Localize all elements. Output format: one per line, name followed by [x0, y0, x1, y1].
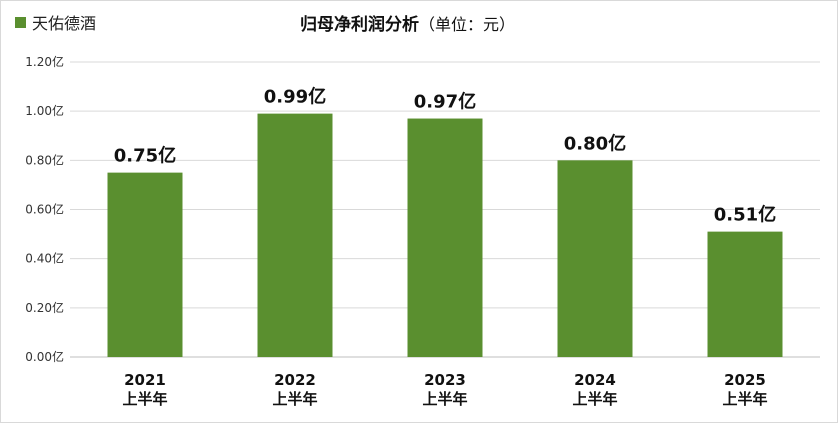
- x-tick-period-2025: 上半年: [722, 390, 767, 408]
- data-label-2021: 0.75亿: [114, 145, 176, 167]
- x-tick-period-2023: 上半年: [422, 390, 467, 408]
- data-label-2022: 0.99亿: [264, 86, 326, 108]
- x-tick-year-2021: 2021: [124, 371, 166, 389]
- y-tick-label: 0.80亿: [25, 152, 64, 167]
- x-tick-year-2022: 2022: [274, 371, 316, 389]
- bar-2021: [107, 172, 183, 357]
- x-tick-period-2021: 上半年: [122, 390, 167, 408]
- bar-2022: [257, 113, 333, 357]
- x-tick-period-2022: 上半年: [272, 390, 317, 408]
- bar-2023: [407, 118, 483, 358]
- chart-title-main: 归母净利润分析: [300, 15, 419, 35]
- bar-2024: [557, 160, 633, 357]
- y-tick-label: 0.60亿: [25, 202, 64, 217]
- legend: 天佑德酒: [15, 10, 96, 34]
- y-tick-label: 1.20亿: [25, 54, 64, 69]
- chart-title-unit: （单位：元）: [419, 15, 516, 34]
- data-label-2024: 0.80亿: [564, 132, 626, 154]
- x-tick-period-2024: 上半年: [572, 390, 617, 408]
- y-tick-label: 0.40亿: [25, 251, 64, 266]
- x-tick-year-2024: 2024: [574, 371, 616, 389]
- y-tick-label: 1.00亿: [25, 103, 64, 118]
- legend-label: 天佑德酒: [32, 14, 97, 33]
- x-tick-year-2023: 2023: [424, 371, 466, 389]
- y-tick-label: 0.20亿: [25, 300, 64, 315]
- legend-swatch: [15, 16, 26, 28]
- data-label-2025: 0.51亿: [714, 204, 776, 226]
- y-tick-label: 0.00亿: [25, 349, 64, 364]
- chart-title: 归母净利润分析（单位：元）: [300, 10, 515, 35]
- data-label-2023: 0.97亿: [414, 91, 476, 113]
- bar-2025: [707, 231, 783, 357]
- x-tick-year-2025: 2025: [724, 371, 766, 389]
